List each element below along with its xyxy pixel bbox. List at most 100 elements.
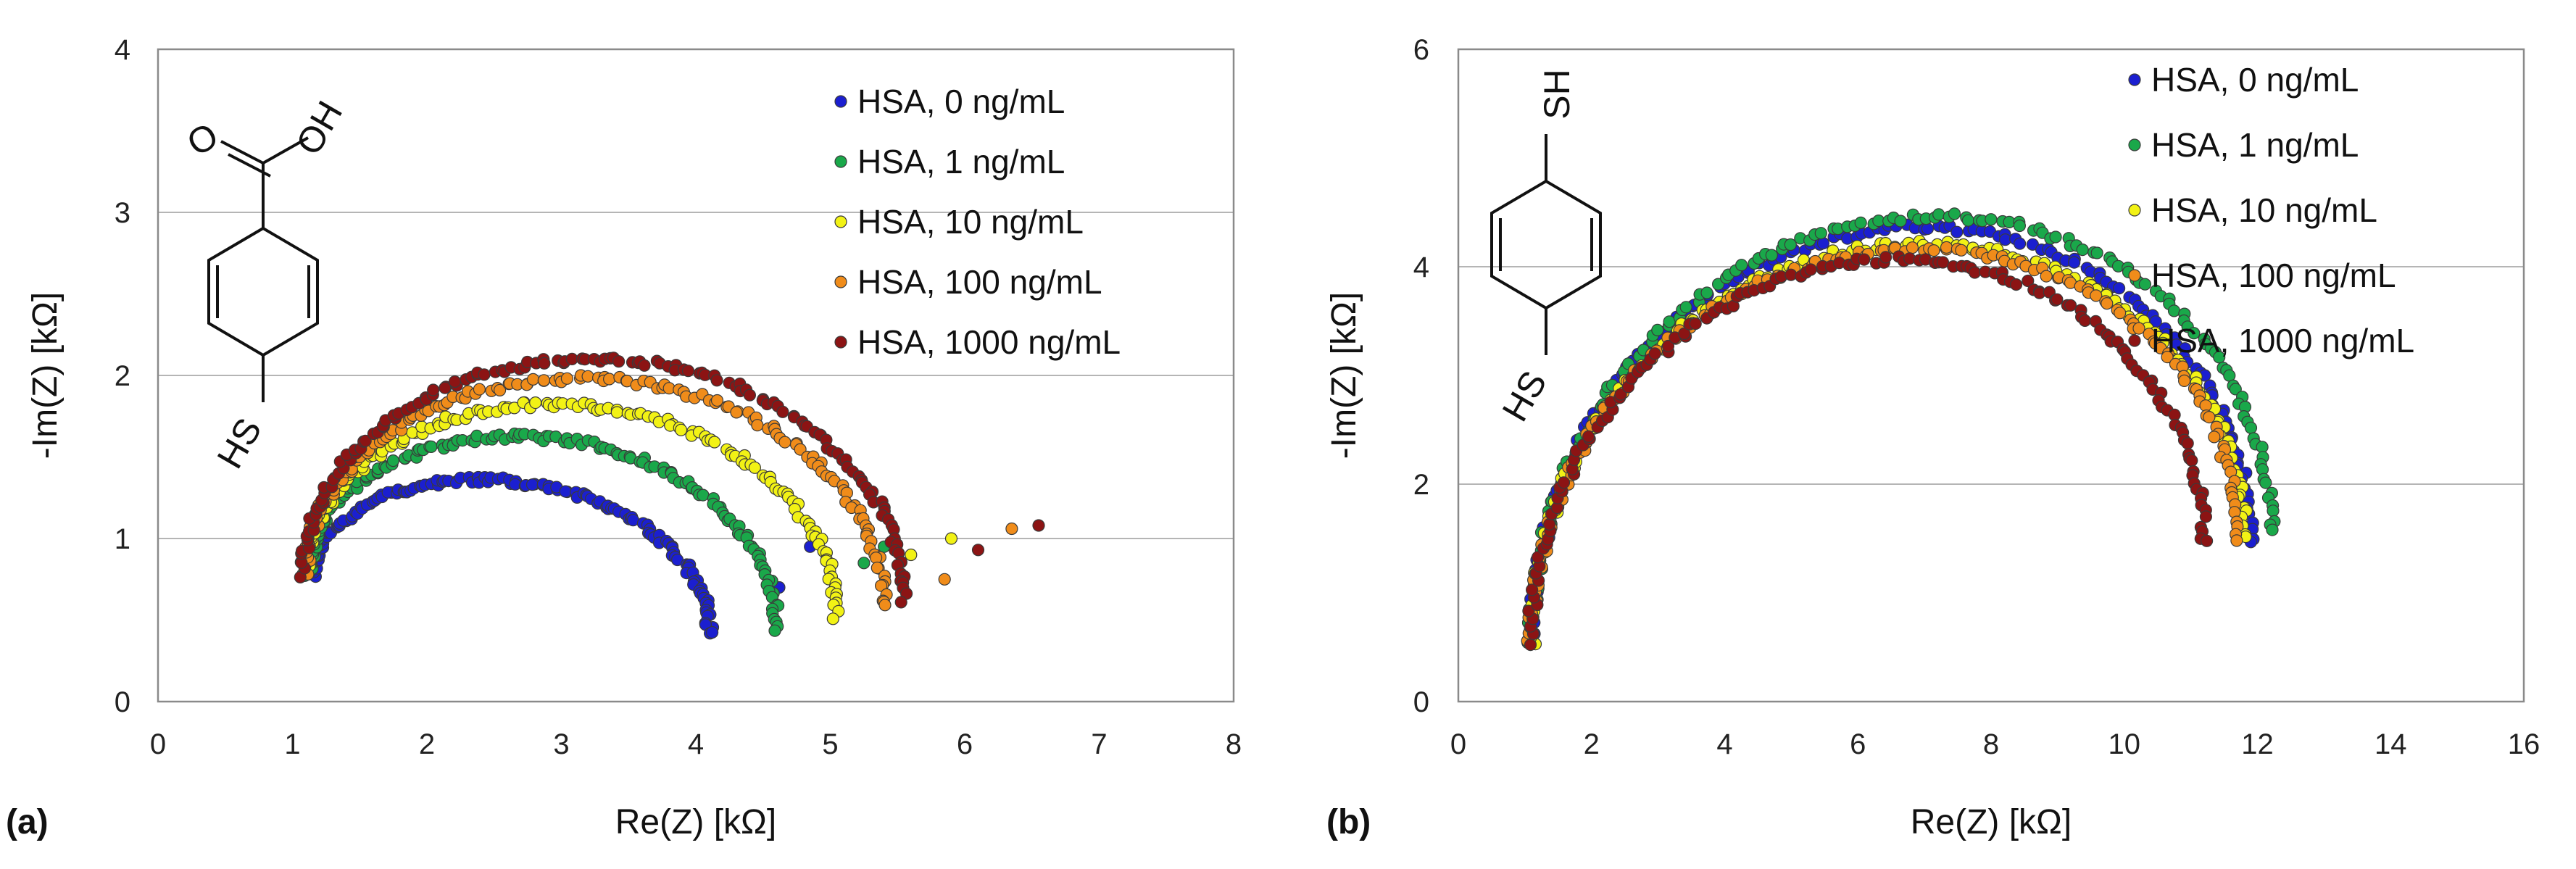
- legend-label-a: HSA, 100 ng/mL: [857, 263, 1102, 301]
- data-point-a: [1032, 519, 1045, 532]
- data-point-b: [2230, 534, 2243, 547]
- data-point-a: [525, 478, 539, 491]
- data-point-a: [944, 532, 958, 545]
- data-point-a: [743, 388, 757, 402]
- data-point-a: [857, 557, 871, 570]
- data-point-b: [1784, 268, 1798, 281]
- x-tick-b: 2: [1584, 728, 1600, 760]
- data-point-b: [1522, 604, 1535, 618]
- data-point-a: [473, 383, 486, 396]
- data-point-b: [1557, 476, 1571, 489]
- data-point-a: [874, 579, 888, 592]
- data-point-b: [2161, 351, 2174, 364]
- x-tick-a: 7: [1091, 728, 1107, 760]
- x-tick-a: 0: [150, 728, 166, 760]
- legend-marker-a: [834, 275, 847, 288]
- data-point-b: [2181, 437, 2194, 450]
- data-point-b: [2051, 293, 2064, 306]
- data-point-b: [1543, 517, 1556, 531]
- legend-label-b: HSA, 10 ng/mL: [2151, 191, 2377, 229]
- x-tick-a: 8: [1226, 728, 1242, 760]
- thiol-bottom-label-b: HS: [1495, 364, 1555, 428]
- x-tick-b: 12: [2241, 728, 2274, 760]
- data-point-a: [751, 419, 764, 432]
- thiol-top-label-b: SH: [1537, 69, 1577, 119]
- x-tick-a: 5: [822, 728, 838, 760]
- data-points-b: [1521, 207, 2281, 652]
- panel-label-a: (a): [6, 803, 49, 841]
- x-tick-a: 3: [553, 728, 569, 760]
- data-point-b: [2114, 307, 2127, 320]
- legend-label-a: HSA, 10 ng/mL: [857, 203, 1084, 241]
- data-point-a: [710, 374, 723, 387]
- data-point-b: [1932, 208, 1945, 221]
- data-point-b: [2267, 504, 2280, 517]
- data-point-b: [2049, 230, 2062, 244]
- x-tick-a: 1: [284, 728, 300, 760]
- x-tick-b: 0: [1450, 728, 1466, 760]
- data-point-a: [425, 440, 438, 454]
- data-point-b: [1858, 253, 1871, 266]
- data-point-b: [2199, 510, 2212, 523]
- y-tick-a: 0: [115, 686, 130, 718]
- data-point-b: [1532, 551, 1545, 564]
- legend-label-b: HSA, 1000 ng/mL: [2151, 322, 2414, 359]
- x-tick-b: 16: [2508, 728, 2540, 760]
- oxygen-label-a: O: [180, 115, 225, 164]
- data-point-a: [776, 405, 789, 418]
- data-point-a: [565, 352, 578, 365]
- data-point-b: [2013, 219, 2026, 233]
- data-point-b: [2090, 246, 2103, 259]
- data-point-a: [493, 383, 507, 397]
- data-point-b: [1661, 339, 1675, 353]
- data-point-b: [1804, 263, 1817, 276]
- data-point-a: [602, 373, 616, 386]
- data-point-a: [448, 375, 462, 388]
- legend-marker-a: [834, 215, 847, 228]
- legend-label-a: HSA, 1000 ng/mL: [857, 323, 1121, 361]
- data-point-a: [581, 370, 594, 383]
- x-tick-a: 6: [957, 728, 973, 760]
- legend-marker-a: [834, 95, 847, 108]
- data-point-b: [2014, 237, 2027, 250]
- legend-marker-b: [2128, 334, 2141, 347]
- data-point-b: [1968, 266, 1982, 279]
- data-point-a: [778, 436, 792, 449]
- data-point-b: [1700, 286, 1713, 299]
- data-point-a: [674, 423, 688, 436]
- legend-marker-b: [2128, 204, 2141, 217]
- data-point-b: [1906, 241, 1919, 254]
- data-point-b: [1663, 315, 1676, 328]
- x-tick-b: 6: [1850, 728, 1866, 760]
- data-point-a: [710, 394, 724, 407]
- data-point-a: [386, 454, 400, 467]
- data-point-b: [1816, 237, 1830, 250]
- data-point-b: [1614, 388, 1627, 401]
- benzene-ring-b: [1490, 134, 1602, 355]
- legend-marker-b: [2128, 73, 2141, 86]
- data-point-b: [2138, 278, 2151, 291]
- y-tick-a: 2: [115, 360, 130, 392]
- y-tick-b: 4: [1413, 251, 1429, 283]
- data-point-a: [1005, 522, 1018, 536]
- legend-marker-a: [834, 336, 847, 349]
- data-point-b: [1940, 241, 1953, 254]
- data-point-a: [359, 434, 372, 447]
- data-point-b: [2178, 374, 2191, 388]
- thiol-label-a: HS: [209, 411, 270, 475]
- data-point-b: [1678, 327, 1691, 340]
- legend-marker-a: [834, 155, 847, 168]
- data-point-a: [768, 624, 781, 637]
- data-point-b: [1582, 430, 1595, 443]
- data-point-b: [2132, 322, 2145, 335]
- legend-label-b: HSA, 1 ng/mL: [2151, 126, 2359, 164]
- data-point-b: [1648, 347, 1661, 360]
- data-point-b: [1985, 213, 1998, 226]
- data-point-a: [526, 373, 540, 386]
- data-point-b: [1526, 583, 1539, 596]
- x-tick-b: 8: [1983, 728, 1999, 760]
- x-axis-a: 0 1 2 3 4 5 6 7 8: [150, 728, 1242, 760]
- data-point-b: [2076, 244, 2089, 257]
- data-point-b: [2259, 476, 2272, 489]
